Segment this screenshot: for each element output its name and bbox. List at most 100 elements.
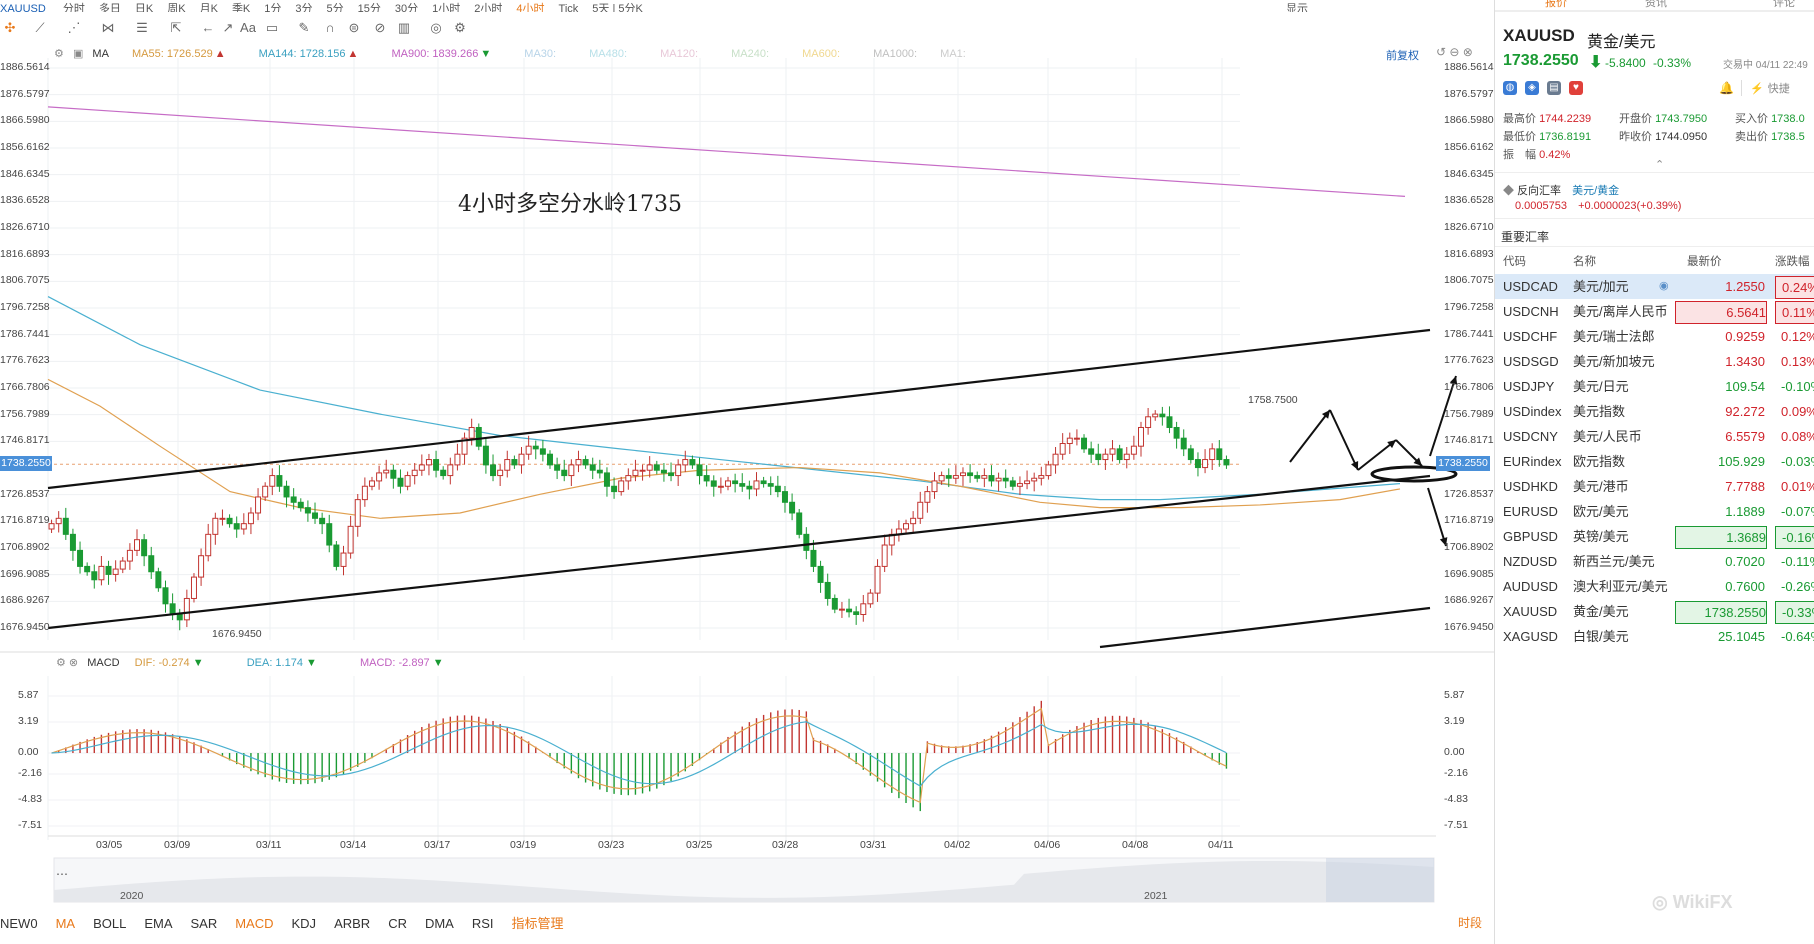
period-tab[interactable]: 15分 — [357, 3, 381, 12]
magnet-icon[interactable]: ∩ — [325, 20, 335, 35]
quick-trade-button[interactable]: ⚡ 快捷 — [1741, 80, 1814, 96]
period-tab[interactable]: 5天 | 5分K — [592, 3, 643, 12]
fib-tool-icon[interactable]: ☰ — [136, 20, 148, 35]
rate-name: 美元/人民币 — [1573, 429, 1642, 444]
rate-name: 白银/美元 — [1573, 629, 1629, 644]
ray-tool-icon[interactable]: ⋰ — [67, 20, 81, 35]
candle-body — [945, 475, 952, 479]
rate-row[interactable]: AUDUSD 澳大利亚元/美元 0.7600 -0.26% — [1495, 574, 1814, 599]
indicator-tab[interactable]: CR — [388, 916, 407, 931]
period-button[interactable]: 时段 — [1458, 916, 1483, 930]
comment-tool-icon[interactable]: ▭ — [265, 20, 279, 35]
rate-row[interactable]: EURindex 欧元指数 105.929 -0.03% — [1495, 449, 1814, 474]
candle-body — [539, 448, 546, 455]
rate-row[interactable]: XAUUSD 黄金/美元 1738.2550 -0.33% — [1495, 599, 1814, 624]
indicator-tab[interactable]: RSI — [471, 916, 494, 931]
rate-row[interactable]: XAGUSD 白银/美元 25.1045 -0.64% — [1495, 624, 1814, 649]
indicator-tab[interactable]: SAR — [190, 916, 218, 931]
rate-row[interactable]: USDJPY 美元/日元 109.54 -0.10% — [1495, 374, 1814, 399]
bell-icon[interactable]: 🔔 — [1719, 81, 1734, 95]
indicator-tab[interactable]: KDJ — [291, 916, 317, 931]
view-icon[interactable]: ◎ — [430, 20, 442, 35]
indicator-tab[interactable]: EMA — [144, 916, 173, 931]
rate-row[interactable]: USDCAD 美元/加元 1.2550 0.24% ◉ — [1495, 274, 1814, 299]
chart-controls[interactable]: ↺ ⊖ ⊗ — [1436, 45, 1473, 59]
rate-code: USDCNH — [1503, 304, 1559, 319]
period-tab[interactable]: 1小时 — [432, 3, 461, 12]
display-menu[interactable]: 显示 — [1286, 3, 1308, 12]
price-tick: 1866.5980 — [1444, 114, 1494, 127]
period-tab[interactable]: 1分 — [264, 3, 282, 12]
line-tool-icon[interactable]: ⟋ — [35, 20, 45, 35]
redo-icon[interactable]: ↗ — [222, 20, 234, 35]
heart-icon[interactable]: ♥ — [1569, 81, 1583, 95]
period-tab[interactable]: 周K — [167, 3, 186, 12]
rate-row[interactable]: EURUSD 欧元/美元 1.1889 -0.07% — [1495, 499, 1814, 524]
period-tab[interactable]: 30分 — [394, 3, 419, 12]
macd-label[interactable]: MACD — [87, 657, 120, 669]
candle-body — [169, 603, 176, 615]
period-tab[interactable]: 5分 — [326, 3, 344, 12]
layers-icon[interactable]: ▣ — [72, 48, 84, 60]
period-tab[interactable]: 4小时 — [516, 3, 545, 12]
indicator-tab[interactable]: ARBR — [334, 916, 371, 931]
panel-tabs: 报价 资讯 评论 — [1495, 0, 1814, 10]
rate-row[interactable]: USDCHF 美元/瑞士法郎 0.9259 0.12% — [1495, 324, 1814, 349]
period-tab[interactable]: 2小时 — [474, 3, 503, 12]
period-tab[interactable]: 分时 — [62, 3, 85, 12]
crosshair-icon[interactable]: ✣ — [4, 20, 16, 35]
symbol-tab[interactable]: XAUUSD — [0, 3, 46, 12]
nav-handle-icon[interactable]: ⋯ — [56, 867, 68, 881]
text-tool-icon[interactable]: Aa — [240, 20, 256, 35]
indicator-tab[interactable]: BOLL — [93, 916, 127, 931]
candle-body — [1109, 448, 1116, 455]
tab-news[interactable]: 资讯 — [1645, 0, 1667, 9]
macd-gear-icon[interactable]: ⚙ ⊗ — [56, 657, 79, 669]
pen-icon[interactable]: ✎ — [298, 20, 310, 35]
globe-icon[interactable]: ◍ — [1503, 81, 1517, 95]
date-tick: 04/02 — [944, 839, 971, 851]
rate-row[interactable]: GBPUSD 英镑/美元 1.3689 -0.16% — [1495, 524, 1814, 549]
rate-row[interactable]: NZDUSD 新西兰元/美元 0.7020 -0.11% — [1495, 549, 1814, 574]
rate-row[interactable]: USDSGD 美元/新加坡元 1.3430 0.13% — [1495, 349, 1814, 374]
lock-icon[interactable]: ⊜ — [348, 20, 360, 35]
indicator-tab[interactable]: DMA — [424, 916, 454, 931]
candle-body — [1045, 464, 1052, 477]
collapse-icon[interactable]: ⌃ — [1655, 159, 1665, 171]
indicator-tab[interactable]: 指标管理 — [511, 916, 564, 931]
settings-icon[interactable]: ⚙ — [454, 20, 466, 35]
rate-code: EURindex — [1503, 454, 1562, 469]
eye-icon[interactable]: ◉ — [1659, 280, 1669, 292]
rate-row[interactable]: USDHKD 美元/港币 7.7788 0.01% — [1495, 474, 1814, 499]
quote-name: 黄金/美元 — [1587, 34, 1656, 51]
doc-icon[interactable]: ▤ — [1547, 81, 1561, 95]
period-tab[interactable]: Tick — [558, 3, 579, 12]
rate-row[interactable]: USDCNH 美元/离岸人民币 6.5641 0.11% — [1495, 299, 1814, 324]
indicator-tab[interactable]: MACD — [235, 916, 274, 931]
candle-body — [867, 592, 874, 605]
period-tab[interactable]: 多日 — [98, 3, 121, 12]
indicator-tab[interactable]: NEW0 — [0, 916, 38, 931]
period-tab[interactable]: 日K — [134, 3, 154, 12]
kline-chart[interactable] — [0, 0, 1494, 944]
pattern-tool-icon[interactable]: ⋈ — [101, 20, 115, 35]
candle-body — [917, 501, 924, 519]
price-tick: 1696.9085 — [1444, 567, 1494, 580]
rate-row[interactable]: USDCNY 美元/人民币 6.5579 0.08% — [1495, 424, 1814, 449]
indicator-tab[interactable]: MA — [55, 916, 76, 931]
period-tab[interactable]: 3分 — [295, 3, 313, 12]
ma-label[interactable]: MA — [92, 48, 109, 60]
candle-body — [739, 483, 746, 487]
gear-icon[interactable]: ⚙ — [54, 48, 64, 60]
tab-comments[interactable]: 评论 — [1773, 0, 1795, 9]
hide-icon[interactable]: ⊘ — [374, 20, 386, 35]
undo-icon[interactable]: ← — [201, 20, 215, 35]
measure-tool-icon[interactable]: ⇱ — [170, 20, 182, 35]
tag-icon[interactable]: ◈ — [1525, 81, 1539, 95]
period-tab[interactable]: 季K — [231, 3, 251, 12]
period-tab[interactable]: 月K — [199, 3, 218, 12]
tab-quote[interactable]: 报价 — [1545, 0, 1567, 9]
reweight-button[interactable]: 前复权 — [1386, 50, 1419, 62]
rate-row[interactable]: USDindex 美元指数 92.272 0.09% — [1495, 399, 1814, 424]
trash-icon[interactable]: ▥ — [397, 20, 411, 35]
